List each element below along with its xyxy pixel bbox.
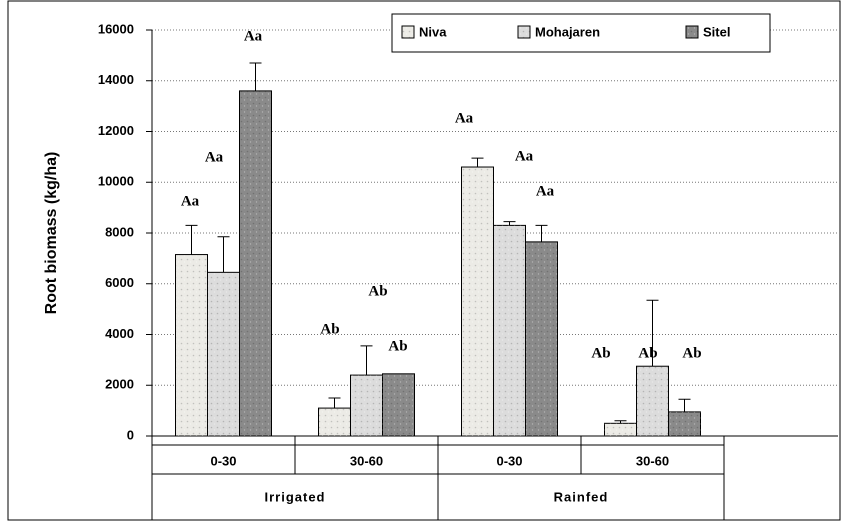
annotation: Ab: [320, 321, 339, 337]
frame: [7, 0, 841, 521]
x-tick-label: 30-60: [350, 453, 383, 468]
error-bar: [678, 398, 691, 412]
error-bar: [360, 345, 373, 376]
annotation: Ab: [638, 345, 657, 361]
bar-texture: [175, 254, 208, 436]
annotation: Ab: [682, 345, 701, 361]
bar-texture: [382, 373, 415, 436]
group-label: Irrigated: [264, 489, 325, 504]
y-tick-label: 10000: [98, 174, 134, 189]
y-tick-label: 16000: [98, 21, 134, 36]
legend-box: [391, 13, 771, 53]
y-tick-label: 8000: [105, 224, 134, 239]
x-tick-label: 0-30: [496, 453, 522, 468]
annotation: Aa: [181, 193, 200, 209]
legend-texture: [518, 26, 530, 38]
legend-texture: [402, 26, 414, 38]
y-axis-label: Root biomass (kg/ha): [43, 152, 60, 315]
annotation: Aa: [515, 148, 534, 164]
annotation: Aa: [244, 28, 263, 44]
y-tick-label: 4000: [105, 326, 134, 341]
bar-texture: [461, 167, 494, 436]
y-tick-label: 6000: [105, 275, 134, 290]
bar-texture: [604, 423, 637, 436]
error-bar: [614, 420, 627, 424]
legend-label: Sitel: [703, 24, 730, 39]
annotation: Ab: [368, 283, 387, 299]
bar-texture: [636, 366, 669, 436]
x-tick-label: 30-60: [636, 453, 669, 468]
error-bar: [471, 157, 484, 168]
bar-texture: [668, 411, 701, 436]
error-bar: [646, 299, 659, 367]
error-bar: [185, 224, 198, 255]
y-tick-label: 2000: [105, 377, 134, 392]
legend-texture: [686, 26, 698, 38]
error-bar: [217, 236, 230, 273]
annotation: Ab: [388, 338, 407, 354]
bar-texture: [239, 90, 272, 437]
annotation: Aa: [536, 183, 555, 199]
bar-texture: [350, 375, 383, 436]
error-bar: [535, 224, 548, 242]
annotation: Aa: [205, 149, 224, 165]
x-tick-label: 0-30: [210, 453, 236, 468]
error-bar: [503, 221, 516, 226]
bar-texture: [318, 408, 351, 436]
error-bar: [328, 397, 341, 409]
bar-texture: [493, 225, 526, 436]
y-tick-label: 12000: [98, 123, 134, 138]
annotation: Ab: [591, 345, 610, 361]
legend-label: Mohajaren: [535, 24, 600, 39]
y-tick-label: 0: [127, 427, 134, 442]
bar-texture: [525, 241, 558, 436]
bar-texture: [207, 272, 240, 436]
error-bar: [249, 62, 262, 91]
group-label: Rainfed: [554, 489, 609, 504]
y-tick-label: 14000: [98, 72, 134, 87]
legend-label: Niva: [419, 24, 447, 39]
annotation: Aa: [455, 110, 474, 126]
